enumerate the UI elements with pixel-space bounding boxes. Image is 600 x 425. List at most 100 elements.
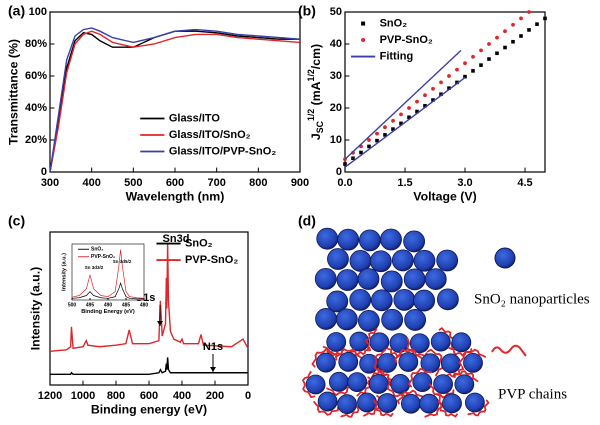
nanoparticle-icon [494, 247, 516, 269]
point [519, 16, 523, 21]
pvp-chain [424, 393, 443, 418]
y-tick-label: 100 [29, 6, 47, 18]
pvp-chain [313, 401, 339, 416]
nanoparticle [337, 394, 357, 415]
point [455, 80, 459, 85]
panel-label: (c) [8, 213, 25, 229]
x-tick-label: 400 [82, 177, 100, 189]
point [367, 138, 371, 142]
x-tick-label: 1000 [71, 390, 95, 402]
pvp-chain [301, 371, 316, 399]
x-tick-label: 1200 [38, 390, 62, 402]
x-tick-label: 3.0 [457, 177, 472, 189]
nanoparticle [430, 331, 451, 352]
point [519, 34, 523, 38]
x-tick-label: 600 [166, 177, 184, 189]
point [351, 156, 355, 161]
pvp-chain [467, 399, 490, 417]
point [463, 74, 467, 79]
point [391, 118, 395, 123]
x-tick-label: 500 [124, 177, 142, 189]
point [383, 125, 387, 130]
point [447, 74, 451, 78]
point [439, 92, 443, 97]
x-tick-label: 480 [140, 302, 149, 308]
y-axis-label-part: SC [315, 120, 325, 133]
pvp-chain [386, 347, 406, 358]
point [399, 121, 403, 126]
point [407, 106, 411, 110]
nanoparticle [349, 289, 372, 311]
x-tick-label: 600 [140, 390, 158, 402]
fit-line [344, 49, 462, 160]
inset-peak-label: Sn 3d5/2 [113, 259, 132, 264]
y-tick-label: 20% [25, 134, 47, 146]
nanoparticle [463, 352, 483, 373]
x-tick-label: 900 [291, 177, 309, 189]
point [503, 45, 507, 50]
panel-label: (d) [298, 213, 316, 229]
y-axis-label-part: 1/2 [306, 69, 316, 81]
nanoparticle [380, 270, 403, 293]
point [527, 28, 531, 32]
inset-peak-label: Sn 3d3/2 [85, 265, 104, 270]
legend-label: PVP-SnO₂ [91, 254, 115, 260]
legend-label: PVP-SnO₂ [380, 34, 433, 46]
legend-label: SnO₂ [380, 17, 408, 29]
x-tick-label: 800 [249, 177, 267, 189]
nanoparticle [336, 269, 359, 291]
nanoparticle [377, 393, 398, 413]
nanoparticle [328, 371, 349, 392]
peak-label: Sn3d [163, 233, 190, 245]
nanoparticle [380, 228, 402, 251]
nanoparticle [327, 248, 349, 270]
pvp-chain [428, 383, 455, 399]
y-tick-label: 10 [330, 134, 342, 146]
pvp-chain [311, 348, 338, 368]
panel-label: (a) [8, 3, 25, 19]
x-tick-label: 4.5 [517, 177, 532, 189]
nanoparticle [305, 374, 326, 395]
nanoparticle [338, 352, 359, 372]
nanoparticle [403, 230, 426, 253]
y-axis-label: Intensity (a.u.) [61, 253, 67, 291]
nanoparticle [390, 374, 411, 394]
point [503, 29, 507, 34]
pvp-chain [334, 348, 362, 361]
point [495, 51, 499, 56]
point [423, 103, 427, 108]
nanoparticle [357, 392, 377, 413]
nanoparticle [358, 229, 381, 252]
point [527, 10, 531, 14]
nanoparticle [464, 392, 485, 413]
legend-label: Fitting [380, 50, 414, 62]
series-line [71, 249, 145, 299]
nanoparticle [393, 288, 416, 311]
point [463, 61, 467, 66]
series-line [49, 30, 301, 173]
x-axis-label: Binding Energy (eV) [81, 309, 135, 315]
nanoparticle [314, 268, 337, 290]
point [407, 115, 411, 120]
nanoparticle [370, 289, 393, 312]
point [479, 48, 483, 53]
x-tick-label: 0.0 [337, 177, 352, 189]
point [415, 109, 419, 114]
x-tick-label: 485 [122, 302, 131, 308]
nanoparticle [409, 333, 430, 354]
y-tick-label: 80% [25, 38, 47, 50]
x-axis-label: Wavelength (nm) [126, 190, 225, 204]
legend-label: Glass/ITO [169, 112, 221, 124]
pvp-chain [453, 370, 479, 383]
x-tick-label: 0 [245, 390, 251, 402]
y-tick-label: 0 [336, 166, 342, 178]
y-axis-label-part: 1/2 [306, 109, 316, 121]
point [423, 93, 427, 98]
nanoparticle [436, 288, 459, 311]
pvp-chain [373, 399, 394, 418]
y-axis-label: JSC1/2 (mA1/2/cm) [306, 44, 325, 140]
y-axis-label-part: (mA [309, 81, 323, 108]
point [359, 150, 363, 155]
nanoparticle [391, 249, 414, 272]
